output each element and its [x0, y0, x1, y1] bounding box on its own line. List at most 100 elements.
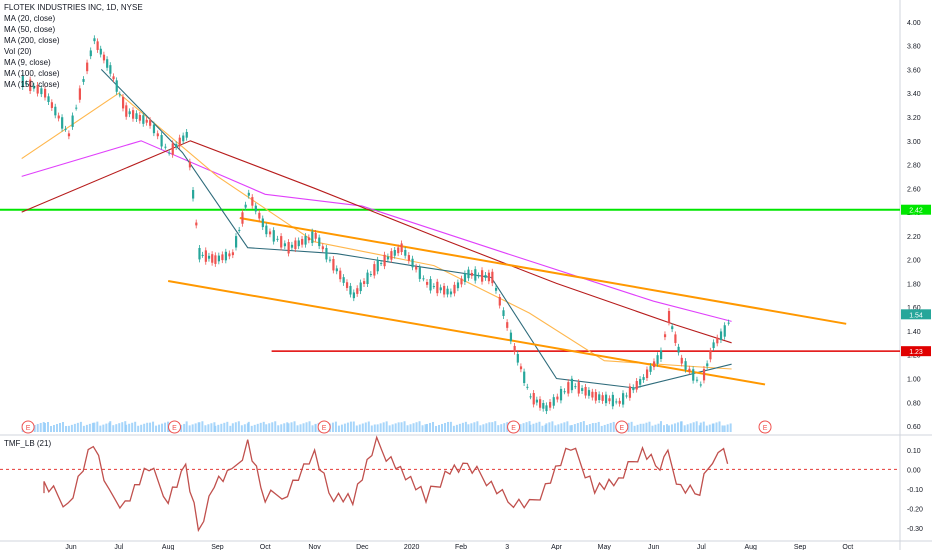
tmf-tick-label: -0.20: [907, 507, 923, 514]
volume-bar: [62, 422, 64, 432]
candle-body: [484, 275, 487, 278]
candle-body: [460, 278, 463, 285]
earnings-marker: [758, 420, 772, 434]
volume-bar: [569, 425, 572, 432]
candle-body: [545, 405, 548, 412]
candle-body: [625, 395, 628, 397]
volume-bar: [657, 423, 660, 432]
candle-body: [168, 152, 171, 154]
volume-bar: [673, 423, 676, 432]
volume-bar: [305, 422, 308, 432]
price-tick-label: 2.80: [907, 163, 921, 170]
legend-item-vol: Vol (20): [4, 47, 32, 56]
candle-body: [532, 393, 535, 405]
candle-body: [581, 388, 584, 391]
candle-body: [642, 377, 645, 380]
candle-body: [723, 325, 726, 337]
legend-item-ma9: MA (9, close): [4, 58, 51, 67]
volume-bar: [667, 425, 670, 432]
candle-body: [118, 94, 122, 96]
candle-body: [584, 386, 587, 396]
time-tick-label: Aug: [162, 544, 175, 550]
candle-body: [290, 244, 294, 248]
volume-bar: [548, 422, 551, 432]
candle-body: [645, 369, 649, 379]
candle-body: [615, 401, 618, 403]
candle-body: [369, 274, 373, 276]
candle-body: [318, 237, 321, 247]
candle-body: [201, 254, 204, 256]
candle-body: [509, 332, 513, 342]
candle-body: [373, 264, 376, 276]
candle-body: [93, 38, 96, 42]
candle-body: [513, 345, 516, 352]
candle-body: [363, 281, 366, 284]
price-tick-label: 3.40: [907, 91, 921, 98]
candle-body: [380, 263, 383, 265]
candle-body: [283, 243, 287, 247]
candle-body: [443, 285, 446, 295]
level-price-tag: [901, 346, 931, 357]
volume-bar: [388, 425, 391, 432]
candle-body: [152, 124, 156, 134]
volume-bar: [662, 425, 665, 432]
tmf-tick-label: 0.00: [907, 467, 921, 474]
candle-body: [335, 268, 338, 272]
candle-body: [244, 204, 247, 208]
candle-body: [356, 288, 359, 294]
volume-bar: [639, 423, 642, 432]
volume-bar: [541, 425, 544, 432]
candle-body: [188, 161, 192, 168]
candle-body: [135, 113, 138, 119]
volume-bar: [164, 422, 167, 432]
price-tick-label: 3.60: [907, 67, 921, 74]
price-tick-label: 2.20: [907, 234, 921, 241]
candle-body: [345, 282, 349, 288]
volume-bar: [494, 421, 497, 432]
volume-bar: [39, 422, 42, 432]
volume-bar: [223, 422, 226, 432]
candle-body: [128, 111, 131, 115]
candle-body: [64, 128, 67, 130]
volume-bar: [314, 423, 317, 432]
candle-body: [695, 379, 699, 381]
volume-bar: [158, 424, 161, 432]
candle-body: [494, 287, 498, 291]
candle-body: [217, 255, 221, 262]
candle-body: [54, 106, 57, 116]
volume-bar: [444, 422, 447, 432]
volume-bar: [161, 423, 164, 432]
volume-bar: [125, 424, 128, 432]
candle-body: [411, 258, 414, 268]
time-tick-label: Sep: [211, 544, 224, 550]
candle-body: [311, 231, 314, 244]
volume-bar: [503, 423, 506, 432]
volume-bar: [705, 425, 708, 432]
volume-bar: [355, 425, 358, 432]
candle-body: [50, 102, 54, 108]
volume-bar: [573, 424, 576, 432]
volume-bar: [93, 422, 96, 432]
candle-body: [632, 387, 635, 391]
volume-bar: [391, 424, 394, 432]
volume-bar: [551, 421, 554, 432]
candle-body: [294, 240, 297, 250]
candle-body: [618, 400, 621, 404]
legend-item-ma150: MA (150, close): [4, 80, 60, 89]
volume-bar: [612, 421, 615, 432]
candle-body: [57, 115, 60, 119]
candle-body: [439, 287, 442, 291]
volume-bar: [683, 425, 686, 432]
volume-bar: [435, 425, 438, 432]
candle-body: [224, 251, 228, 261]
volume-bar: [532, 423, 535, 432]
trend-channel-lower: [167, 280, 766, 386]
candle-body: [89, 50, 92, 57]
price-tick-label: 2.60: [907, 186, 921, 193]
candle-body: [61, 117, 64, 129]
candle-body: [131, 110, 135, 119]
candle-body: [175, 144, 178, 147]
indicator-legend: TMF_LB (21): [4, 439, 52, 448]
volume-bar: [201, 421, 204, 432]
